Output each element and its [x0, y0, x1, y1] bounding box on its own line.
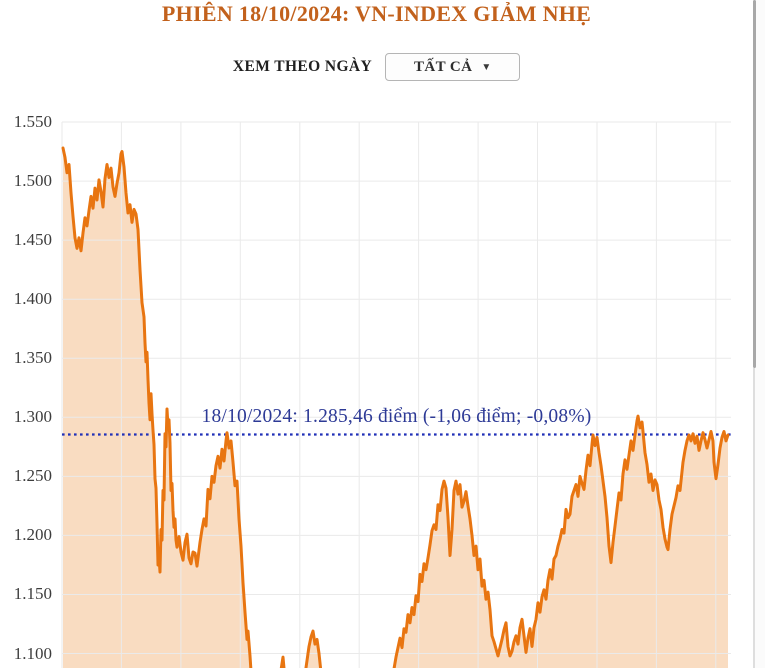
- y-axis-tick-label: 1.350: [13, 348, 52, 368]
- reference-line-label: 18/10/2024: 1.285,46 điểm (-1,06 điểm; -…: [201, 405, 592, 427]
- y-axis-tick-label: 1.150: [13, 584, 52, 604]
- view-by-day-label: XEM THEO NGÀY: [232, 58, 373, 75]
- range-dropdown[interactable]: TẤT CẢ ▼: [385, 53, 521, 81]
- y-axis-tick-label: 1.450: [13, 230, 52, 250]
- range-dropdown-value: TẤT CẢ: [413, 58, 473, 75]
- y-axis-tick-label: 1.300: [13, 407, 52, 427]
- y-axis-tick-label: 1.400: [13, 289, 52, 309]
- page-title: PHIÊN 18/10/2024: VN-INDEX GIẢM NHẸ: [161, 1, 592, 26]
- y-axis-tick-label: 1.100: [13, 643, 52, 663]
- scrollbar-rail: [753, 368, 755, 668]
- y-axis-tick-label: 1.250: [13, 466, 52, 486]
- y-axis-tick-label: 1.550: [13, 112, 52, 131]
- scrollbar-thumb[interactable]: [753, 0, 756, 368]
- chart-controls: XEM THEO NGÀY TẤT CẢ ▼: [0, 53, 753, 81]
- caret-down-icon: ▼: [481, 62, 492, 73]
- y-axis-tick-label: 1.200: [13, 525, 52, 545]
- y-axis-tick-label: 1.500: [13, 171, 52, 191]
